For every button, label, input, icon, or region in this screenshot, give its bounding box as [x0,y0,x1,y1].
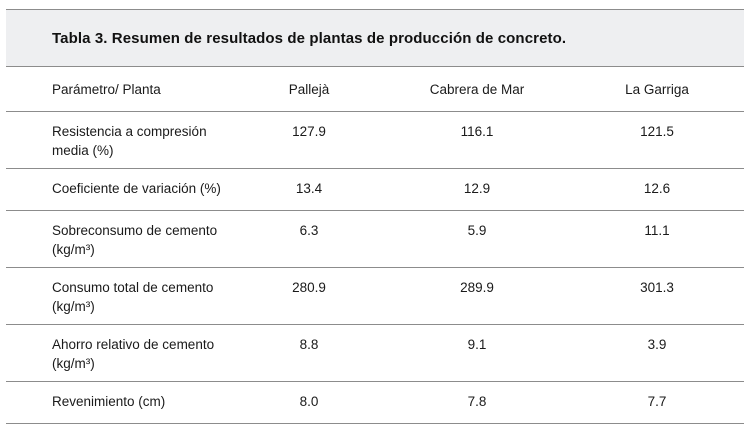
table-figure: Tabla 3. Resumen de resultados de planta… [6,9,744,424]
header-parameter: Parámetro/ Planta [6,67,234,112]
title-band: Tabla 3. Resumen de resultados de planta… [6,9,744,67]
header-cabrera-de-mar: Cabrera de Mar [384,67,570,112]
results-table: Parámetro/ Planta Pallejà Cabrera de Mar… [6,67,744,424]
cell-value: 280.9 [234,267,384,325]
cell-value: 8.8 [234,324,384,382]
row-parameter-label: Sobreconsumo de cemento (kg/m³) [6,210,234,268]
table-row: Ahorro relativo de cemento (kg/m³) 8.8 9… [6,324,744,382]
row-parameter-label: Revenimiento (cm) [6,381,234,424]
header-row: Parámetro/ Planta Pallejà Cabrera de Mar… [6,67,744,112]
cell-value: 9.1 [384,324,570,382]
table-row: Coeficiente de variación (%) 13.4 12.9 1… [6,168,744,211]
cell-value: 8.0 [234,381,384,424]
cell-value: 116.1 [384,111,570,169]
cell-value: 121.5 [570,111,744,169]
cell-value: 11.1 [570,210,744,268]
cell-value: 6.3 [234,210,384,268]
header-la-garriga: La Garriga [570,67,744,112]
header-pallejà: Pallejà [234,67,384,112]
cell-value: 7.7 [570,381,744,424]
table-row: Sobreconsumo de cemento (kg/m³) 6.3 5.9 … [6,210,744,268]
cell-value: 7.8 [384,381,570,424]
row-parameter-label: Resistencia a compresión media (%) [6,111,234,169]
cell-value: 127.9 [234,111,384,169]
row-parameter-label: Consumo total de cemento (kg/m³) [6,267,234,325]
cell-value: 5.9 [384,210,570,268]
row-parameter-label: Ahorro relativo de cemento (kg/m³) [6,324,234,382]
table-row: Consumo total de cemento (kg/m³) 280.9 2… [6,267,744,325]
cell-value: 289.9 [384,267,570,325]
table-title: Tabla 3. Resumen de resultados de planta… [52,29,567,47]
table-row: Resistencia a compresión media (%) 127.9… [6,111,744,169]
cell-value: 3.9 [570,324,744,382]
cell-value: 12.6 [570,168,744,211]
cell-value: 301.3 [570,267,744,325]
cell-value: 13.4 [234,168,384,211]
cell-value: 12.9 [384,168,570,211]
row-parameter-label: Coeficiente de variación (%) [6,168,234,211]
table-row: Revenimiento (cm) 8.0 7.8 7.7 [6,381,744,424]
